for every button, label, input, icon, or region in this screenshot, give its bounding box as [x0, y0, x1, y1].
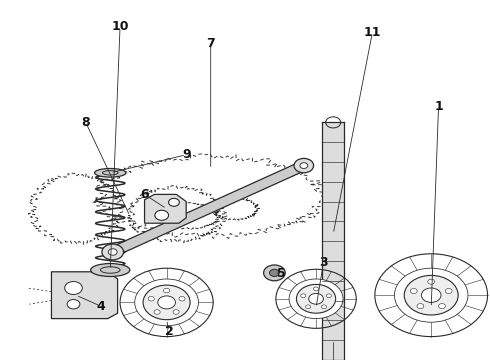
Text: 2: 2: [165, 325, 173, 338]
Circle shape: [169, 198, 179, 206]
Text: 8: 8: [81, 116, 90, 129]
Ellipse shape: [91, 264, 130, 276]
Circle shape: [158, 296, 175, 309]
Polygon shape: [322, 122, 344, 360]
Circle shape: [173, 310, 179, 314]
Circle shape: [309, 293, 323, 304]
Circle shape: [300, 163, 308, 168]
Circle shape: [428, 279, 435, 284]
Text: 3: 3: [319, 256, 328, 269]
Circle shape: [326, 294, 331, 298]
Circle shape: [301, 294, 306, 298]
Circle shape: [417, 303, 424, 309]
Circle shape: [404, 275, 458, 315]
Text: 11: 11: [364, 26, 381, 39]
Text: 5: 5: [277, 267, 286, 280]
Circle shape: [306, 305, 311, 309]
Circle shape: [445, 288, 452, 293]
Text: 10: 10: [111, 21, 129, 33]
Circle shape: [65, 282, 82, 294]
Ellipse shape: [95, 168, 126, 177]
Circle shape: [270, 269, 279, 276]
Circle shape: [439, 303, 445, 309]
Text: 6: 6: [140, 188, 149, 201]
Circle shape: [102, 244, 123, 260]
Circle shape: [108, 249, 117, 255]
Text: 9: 9: [182, 148, 191, 161]
Circle shape: [155, 210, 169, 220]
Circle shape: [148, 297, 154, 301]
Text: 7: 7: [206, 37, 215, 50]
Circle shape: [410, 288, 417, 293]
Circle shape: [421, 288, 441, 302]
Circle shape: [289, 279, 343, 319]
Circle shape: [264, 265, 285, 281]
Circle shape: [296, 284, 336, 313]
Circle shape: [314, 287, 318, 291]
Circle shape: [294, 158, 314, 173]
Circle shape: [321, 305, 326, 309]
Circle shape: [164, 288, 170, 293]
Text: 4: 4: [96, 300, 105, 312]
Circle shape: [394, 268, 468, 322]
Circle shape: [67, 300, 80, 309]
Circle shape: [179, 297, 185, 301]
Polygon shape: [145, 194, 186, 223]
Circle shape: [154, 310, 160, 314]
Circle shape: [143, 285, 190, 320]
Polygon shape: [51, 272, 118, 319]
Polygon shape: [109, 162, 307, 256]
Circle shape: [135, 279, 198, 326]
Text: 1: 1: [434, 100, 443, 113]
